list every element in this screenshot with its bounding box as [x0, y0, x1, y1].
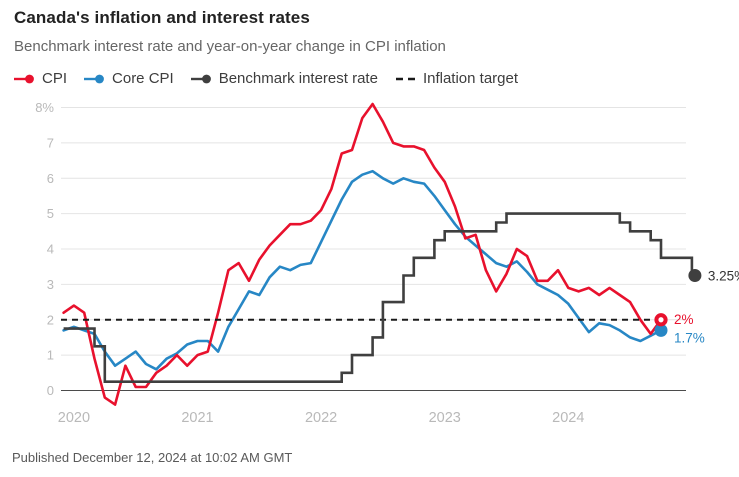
legend-item-benchmark-interest-rate: Benchmark interest rate: [190, 70, 378, 87]
y-tick-label: 3: [47, 277, 54, 292]
line-dot-icon: [14, 74, 34, 83]
benchmark-end-dot: [688, 269, 702, 283]
chart-area: 0 1 2 3 4 5 6 7 8% 2020 2021 2022 2023 2024 3.25% 2% 1.7…: [14, 91, 739, 441]
cpi-end-dot: [654, 313, 668, 327]
chart-legend: CPI Core CPI Benchmark interest rate Inflat…: [14, 70, 739, 87]
core-cpi-end-label: 1.7%: [674, 330, 705, 345]
x-tick-label: 2023: [429, 410, 461, 426]
y-tick-label: 1: [47, 348, 54, 363]
legend-item-cpi: CPI: [14, 70, 67, 87]
benchmark-rate-line: [63, 212, 695, 383]
y-tick-label: 7: [47, 135, 54, 150]
x-tick-label: 2022: [305, 410, 337, 426]
legend-label: CPI: [42, 70, 68, 87]
chart-card: Canada's inflation and interest rates Be…: [12, 8, 739, 465]
core-cpi-line: [62, 169, 663, 371]
y-tick-label: 6: [47, 171, 54, 186]
benchmark-end-label: 3.25%: [708, 269, 739, 284]
cpi-end-label: 2%: [674, 312, 694, 327]
y-tick-label: 0: [47, 383, 54, 398]
page-title: Canada's inflation and interest rates: [14, 8, 310, 27]
legend-item-inflation-target: Inflation target: [395, 70, 518, 87]
core-cpi-end-dot: [654, 323, 668, 337]
line-dot-icon: [84, 74, 104, 83]
line-dot-icon: [190, 74, 211, 83]
x-tick-label: 2021: [181, 410, 213, 426]
legend-label: Inflation target: [422, 70, 519, 87]
x-tick-label: 2024: [552, 410, 584, 426]
y-tick-label: 8%: [35, 100, 54, 115]
legend-label: Core CPI: [112, 70, 174, 87]
cpi-line: [62, 102, 663, 406]
y-tick-label: 2: [47, 312, 54, 327]
legend-item-core-cpi: Core CPI: [84, 70, 174, 87]
page-subtitle: Benchmark interest rate and year-on-year…: [14, 38, 446, 55]
chart-canvas[interactable]: 0 1 2 3 4 5 6 7 8% 2020 2021 2022 2023 2024 3.25% 2% 1.7…: [14, 91, 739, 441]
x-tick-label: 2020: [58, 410, 90, 426]
y-tick-label: 5: [47, 206, 54, 221]
published-note: Published December 12, 2024 at 10:02 AM …: [12, 450, 293, 465]
dashed-line-icon: [395, 77, 415, 80]
legend-label: Benchmark interest rate: [218, 70, 378, 87]
y-tick-label: 4: [47, 242, 54, 257]
